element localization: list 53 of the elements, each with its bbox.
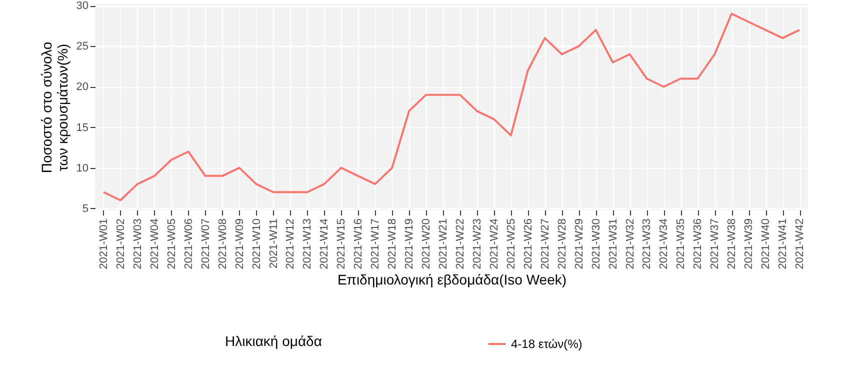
x-tick-label: 2021-W03 (132, 218, 144, 270)
legend-label: 4-18 ετών(%) (511, 337, 582, 351)
x-tick-label: 2021-W34 (658, 218, 670, 270)
x-tick-label: 2021-W27 (539, 218, 552, 270)
x-tick-label: 2021-W37 (709, 218, 722, 270)
x-tick-label: 2021-W13 (302, 218, 314, 270)
x-tick-label: 2021-W31 (607, 218, 620, 270)
x-tick-label: 2021-W33 (641, 218, 654, 270)
x-tick-label: 2021-W28 (556, 218, 568, 270)
x-tick-label: 2021-W42 (794, 218, 806, 270)
x-tick-label: 2021-W05 (166, 218, 178, 270)
x-tick-label: 2021-W09 (234, 218, 246, 270)
x-tick-label: 2021-W07 (200, 218, 212, 270)
x-tick-label: 2021-W16 (352, 218, 365, 270)
x-tick-label: 2021-W40 (760, 218, 772, 270)
x-tick-label: 2021-W12 (284, 218, 297, 270)
y-axis-title: Ποσοστό στο σύνολο των κρουσμάτων(%) (38, 42, 70, 174)
x-tick-label: 2021-W38 (726, 218, 738, 270)
x-tick-label: 2021-W32 (624, 218, 636, 270)
y-tick-label: 5 (82, 202, 88, 215)
x-tick-label: 2021-W39 (743, 218, 756, 270)
x-tick-label: 2021-W25 (505, 218, 518, 270)
x-tick-label: 2021-W04 (148, 218, 161, 270)
x-tick-label: 2021-W30 (590, 218, 602, 270)
y-tick-label: 20 (76, 81, 88, 94)
x-tick-label: 2021-W10 (250, 218, 263, 270)
x-tick-label: 2021-W18 (386, 218, 399, 270)
x-tick-label: 2021-W08 (216, 218, 229, 270)
x-tick-label: 2021-W20 (420, 218, 433, 270)
x-tick-label: 2021-W23 (471, 218, 484, 270)
x-tick-label: 2021-W35 (675, 218, 688, 270)
x-tick-label: 2021-W24 (488, 218, 500, 270)
x-tick-label: 2021-W01 (98, 218, 110, 270)
x-tick-label: 2021-W11 (268, 218, 280, 268)
x-tick-label: 2021-W22 (454, 218, 466, 270)
x-axis-title: Επιδημιολογική εβδομάδα(Iso Week) (337, 271, 567, 288)
x-tick-label: 2021-W15 (336, 218, 348, 270)
y-tick-label: 10 (76, 162, 88, 174)
x-tick-label: 2021-W41 (777, 218, 790, 270)
y-tick-label: 30 (76, 0, 88, 12)
y-tick-label: 25 (76, 40, 88, 53)
x-tick-label: 2021-W21 (438, 218, 450, 270)
y-tick-label: 15 (76, 122, 88, 134)
line-series (102, 12, 801, 202)
legend-title: Ηλικιακή ομάδα (225, 333, 322, 349)
x-tick-label: 2021-W19 (404, 218, 416, 270)
x-tick-label: 2021-W36 (692, 218, 704, 270)
x-tick-label: 2021-W26 (522, 218, 534, 270)
x-tick-label: 2021-W17 (370, 218, 382, 270)
x-tick-label: 2021-W02 (114, 218, 127, 270)
x-tick-label: 2021-W06 (182, 218, 195, 270)
x-tick-label: 2021-W29 (573, 218, 586, 270)
x-tick-label: 2021-W14 (318, 218, 331, 270)
